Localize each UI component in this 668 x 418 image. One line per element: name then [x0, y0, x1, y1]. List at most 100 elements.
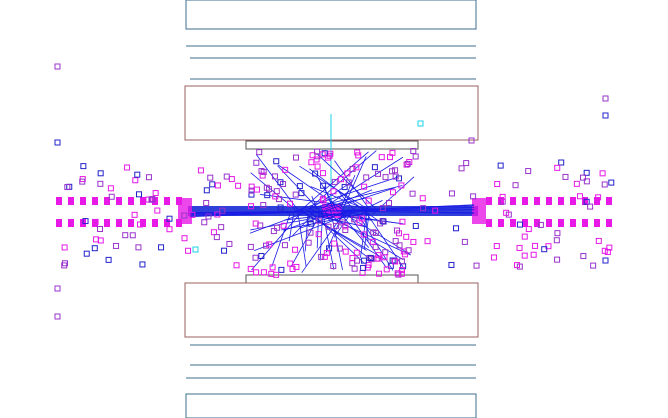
hit-square: [260, 202, 267, 209]
hit-square: [337, 176, 344, 183]
hit-square: [590, 262, 597, 269]
forward-strip: [522, 219, 528, 227]
hit-square: [319, 195, 326, 202]
hit-square: [360, 231, 367, 238]
hit-square: [468, 137, 475, 144]
hit-square: [54, 313, 61, 320]
hit-square: [409, 190, 416, 197]
hit-square: [554, 164, 561, 171]
hit-square: [399, 267, 406, 274]
forward-strip: [486, 197, 492, 205]
forward-strip: [546, 197, 552, 205]
track-line: [299, 185, 403, 212]
hit-square: [158, 244, 165, 251]
hit-square: [576, 193, 583, 200]
hit-square: [319, 151, 326, 158]
hit-square: [381, 254, 388, 261]
hit-square: [553, 237, 560, 244]
hit-square: [277, 179, 284, 186]
hit-square: [494, 181, 501, 188]
forward-strip: [92, 219, 98, 227]
hit-square: [269, 264, 276, 271]
hit-square: [309, 152, 316, 159]
hit-square: [380, 218, 387, 225]
hit-square: [339, 219, 346, 226]
hit-square: [512, 182, 519, 189]
hit-square: [604, 249, 611, 256]
track-line: [331, 209, 475, 212]
forward-strip: [104, 219, 110, 227]
hit-square: [137, 221, 144, 228]
hit-square: [389, 189, 396, 196]
hit-square: [205, 213, 212, 220]
hit-square: [375, 270, 382, 277]
track-line: [278, 164, 346, 212]
forward-strip: [498, 197, 504, 205]
track-line: [297, 209, 307, 267]
hit-square: [185, 247, 192, 254]
hit-square: [61, 262, 68, 269]
hit-square: [363, 174, 370, 181]
hit-square: [287, 200, 294, 207]
hit-square: [587, 203, 594, 210]
hit-square: [360, 264, 367, 271]
track-line: [338, 209, 410, 255]
hit-square: [349, 165, 356, 172]
hit-square: [274, 224, 281, 231]
hit-square: [292, 191, 299, 198]
hit-square: [259, 172, 266, 179]
hit-square: [64, 184, 71, 191]
hit-square: [342, 223, 349, 230]
hit-square: [385, 200, 392, 207]
hit-square: [382, 174, 389, 181]
hit-square: [228, 176, 235, 183]
hit-square: [235, 182, 242, 189]
hit-square: [214, 211, 221, 218]
hit-square: [134, 171, 141, 178]
hit-square: [375, 252, 382, 259]
hit-square: [248, 203, 255, 210]
hit-square: [370, 229, 377, 236]
hit-square: [583, 178, 590, 185]
hit-square: [166, 215, 173, 222]
hit-square: [336, 245, 343, 252]
forward-strip: [486, 219, 492, 227]
hit-square: [247, 265, 254, 272]
hit-square: [324, 154, 331, 161]
forward-strip: [606, 219, 612, 227]
hit-square: [394, 270, 401, 277]
hit-square: [367, 254, 374, 261]
hit-square: [97, 225, 104, 232]
hit-square: [92, 218, 99, 225]
hit-square: [219, 207, 226, 214]
forward-strip: [56, 219, 62, 227]
hit-square: [369, 238, 376, 245]
hit-square: [516, 221, 523, 228]
hit-square: [365, 197, 372, 204]
forward-strip: [510, 197, 516, 205]
hit-square: [54, 139, 61, 146]
forward-strip: [176, 219, 182, 227]
hit-square: [281, 242, 288, 249]
hit-square: [129, 232, 136, 239]
hit-square: [203, 199, 210, 206]
hit-square: [503, 209, 510, 216]
forward-strip: [68, 219, 74, 227]
hit-square: [307, 220, 314, 227]
hit-markers: [54, 63, 615, 320]
hit-square: [532, 242, 539, 249]
hit-square: [131, 211, 138, 218]
hit-square: [105, 256, 112, 263]
hit-square: [325, 223, 332, 230]
hit-square: [514, 262, 521, 269]
hit-square: [293, 154, 300, 161]
hit-square: [355, 152, 362, 159]
hit-square: [361, 183, 368, 190]
hit-square: [554, 256, 561, 263]
hit-square: [124, 164, 131, 171]
hit-square: [263, 184, 270, 191]
hit-square: [392, 258, 399, 265]
hit-square: [562, 173, 569, 180]
hit-square: [277, 204, 284, 211]
